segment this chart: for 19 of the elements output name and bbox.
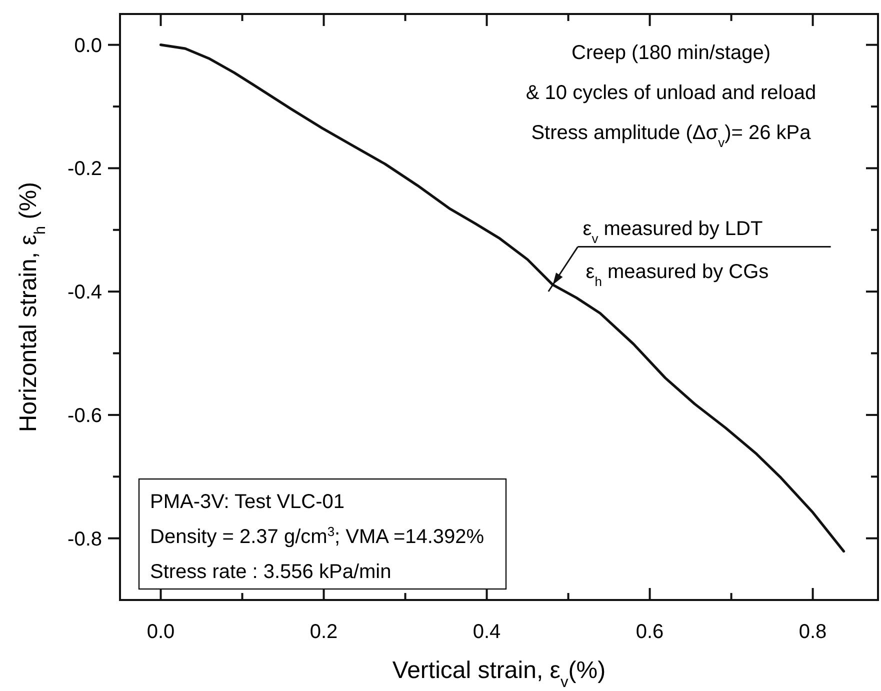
annotation: Stress amplitude (Δσ$_{v}$)= 26 kPa: [531, 122, 812, 150]
annotation: & 10 cycles of unload and reload: [526, 82, 816, 104]
annotation: Density = 2.37 g/cm$^{3}$; VMA =14.392%: [150, 524, 484, 548]
annotation: ε$_{v}$ measured by LDT: [582, 218, 763, 246]
x-tick-label: 0.2: [310, 621, 338, 643]
annotation: PMA-3V: Test VLC-01: [150, 491, 345, 513]
annotation: Creep (180 min/stage): [572, 42, 770, 64]
x-tick-label: 0.0: [146, 621, 175, 643]
x-tick-label: 0.8: [798, 621, 827, 643]
y-tick-label: -0.8: [68, 528, 102, 550]
x-tick-label: 0.6: [636, 621, 664, 643]
y-tick-label: -0.2: [68, 158, 102, 180]
x-axis-title: Vertical strain, ε$_{v}$(%): [392, 657, 606, 690]
annotation: ε$_{h}$ measured by CGs: [586, 260, 769, 288]
annotation: Stress rate : 3.556 kPa/min: [150, 561, 392, 583]
y-tick-label: -0.4: [68, 282, 102, 304]
x-tick-label: 0.4: [472, 621, 501, 643]
y-tick-label: -0.6: [68, 404, 102, 427]
y-tick-label: 0.0: [74, 34, 102, 57]
